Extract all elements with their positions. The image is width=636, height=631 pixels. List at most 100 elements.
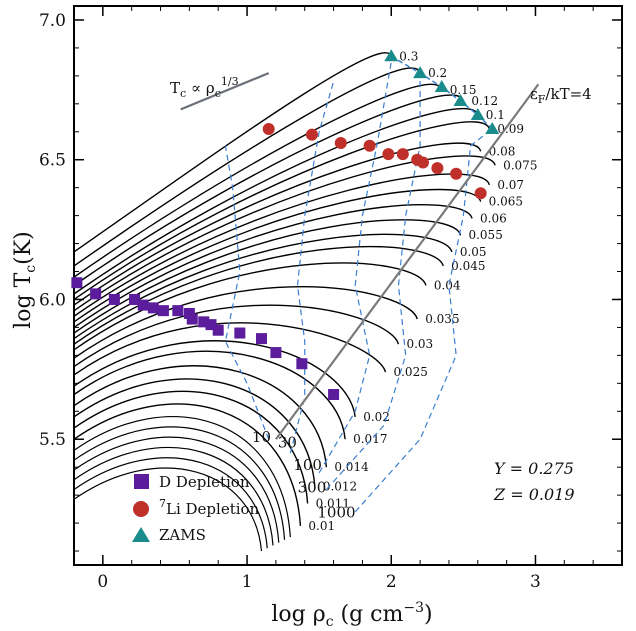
track-line-extra	[73, 416, 291, 538]
legend: D Depletion 7Li Depletion ZAMS	[132, 473, 260, 544]
d-depletion-point	[234, 327, 246, 339]
track-mass-label: 0.1	[486, 108, 505, 122]
track-mass-label: 0.055	[468, 228, 502, 242]
li-depletion-point	[334, 136, 347, 149]
plot-frame-group: 0 1 2 3 5.5 6.0 6.5 7.0	[39, 5, 623, 592]
zams-point	[434, 80, 449, 93]
track-mass-label: 0.035	[425, 312, 459, 326]
track-line	[73, 350, 346, 440]
d-depletion-point	[147, 302, 159, 314]
track-mass-label: 0.06	[480, 211, 507, 225]
metallicity-label: Z = 0.019	[493, 485, 575, 504]
track-mass-label: 0.045	[451, 259, 485, 273]
track-line	[73, 403, 302, 526]
isochrone-line	[325, 75, 421, 490]
track-mass-label: 0.02	[363, 410, 390, 424]
isochrone-line	[289, 81, 335, 454]
isochrone-age-label: 100	[293, 456, 322, 474]
li-depletion-point	[262, 122, 275, 135]
track-line	[73, 83, 443, 278]
degeneracy-line	[275, 83, 540, 440]
track-mass-label: 0.15	[450, 83, 477, 97]
track-line	[73, 204, 473, 328]
track-mass-label: 0.08	[489, 144, 516, 158]
track-line	[73, 94, 465, 287]
isochrone-line	[224, 145, 270, 440]
track-line	[73, 390, 309, 504]
track-mass-label: 0.017	[353, 432, 387, 446]
track-line-extra	[73, 457, 268, 549]
d-depletion-point	[108, 293, 120, 305]
track-mass-label: 0.065	[489, 195, 523, 209]
slope-reference-line	[180, 72, 270, 111]
track-mass-label: 0.04	[434, 279, 461, 293]
d-depletion-point	[198, 316, 210, 328]
li-depletion-point	[305, 128, 318, 141]
track-line	[73, 188, 482, 323]
track-mass-label: 0.025	[393, 365, 427, 379]
d-depletion-point	[172, 305, 184, 317]
track-line	[73, 286, 418, 359]
isochrone-age-label: 300	[298, 478, 327, 496]
x-tick-label: 1	[242, 572, 253, 592]
track-mass-label: 0.3	[399, 49, 418, 63]
x-tick-label: 0	[97, 572, 108, 592]
track-line	[73, 173, 491, 317]
zams-point	[413, 66, 428, 79]
isochrone-age-label: 1000	[317, 503, 355, 521]
d-depletion-point	[255, 333, 267, 345]
annotation-lines	[180, 72, 540, 440]
d-depletion-point	[328, 389, 340, 401]
legend-li-marker	[133, 501, 149, 517]
isochrone-line	[318, 61, 392, 474]
d-depletion-point	[270, 347, 282, 359]
x-tick-label: 2	[386, 572, 397, 592]
legend-zams-marker	[132, 527, 150, 542]
track-mass-label: 0.012	[323, 480, 357, 494]
degeneracy-label: εF/kT=4	[530, 85, 592, 106]
track-line-extra	[73, 467, 263, 552]
track-mass-label: 0.2	[428, 66, 447, 80]
d-depletion-point	[90, 288, 102, 300]
isochrone-line	[354, 128, 493, 513]
track-line	[73, 365, 328, 468]
track-line	[73, 304, 400, 368]
track-line-extra	[73, 436, 280, 543]
helium-fraction-label: Y = 0.275	[494, 459, 574, 478]
d-depletion-point	[71, 277, 83, 289]
evolutionary-tracks: 0.30.20.150.120.10.090.080.0750.070.0650…	[73, 49, 537, 552]
track-line	[73, 378, 316, 487]
d-depletion-point	[183, 307, 195, 319]
x-axis-title: log ρc (g cm−3)	[271, 600, 432, 630]
legend-d-label: D Depletion	[159, 473, 250, 491]
track-mass-label: 0.07	[497, 178, 524, 192]
legend-d-marker	[134, 474, 149, 489]
li-depletion-point	[450, 167, 463, 180]
li-depletion-point	[431, 162, 444, 175]
x-tick-label: 3	[530, 572, 541, 592]
track-line-extra	[73, 446, 274, 546]
zams-point	[485, 121, 500, 134]
d-depletion-point	[296, 358, 308, 370]
track-line	[73, 219, 462, 334]
y-tick-label: 5.5	[39, 430, 66, 450]
li-depletion-point	[396, 148, 409, 161]
track-line	[73, 155, 496, 312]
zams-point	[453, 94, 468, 107]
li-depletion-point	[363, 139, 376, 152]
li-depletion-point	[474, 187, 487, 200]
d-depletion-point	[186, 313, 198, 325]
track-mass-label: 0.12	[471, 94, 498, 108]
zams-point	[470, 108, 485, 121]
zams-point	[384, 49, 399, 62]
y-tick-label: 7.0	[39, 11, 66, 31]
isochrone-age-label: 30	[278, 434, 297, 452]
track-mass-label: 0.03	[406, 337, 433, 351]
track-mass-label: 0.014	[334, 460, 369, 474]
legend-li-label: 7Li Depletion	[159, 497, 260, 518]
y-axis-title: log Tc(K)	[11, 231, 39, 328]
d-depletion-point	[212, 324, 224, 336]
track-line	[73, 142, 482, 306]
markers	[71, 49, 500, 401]
